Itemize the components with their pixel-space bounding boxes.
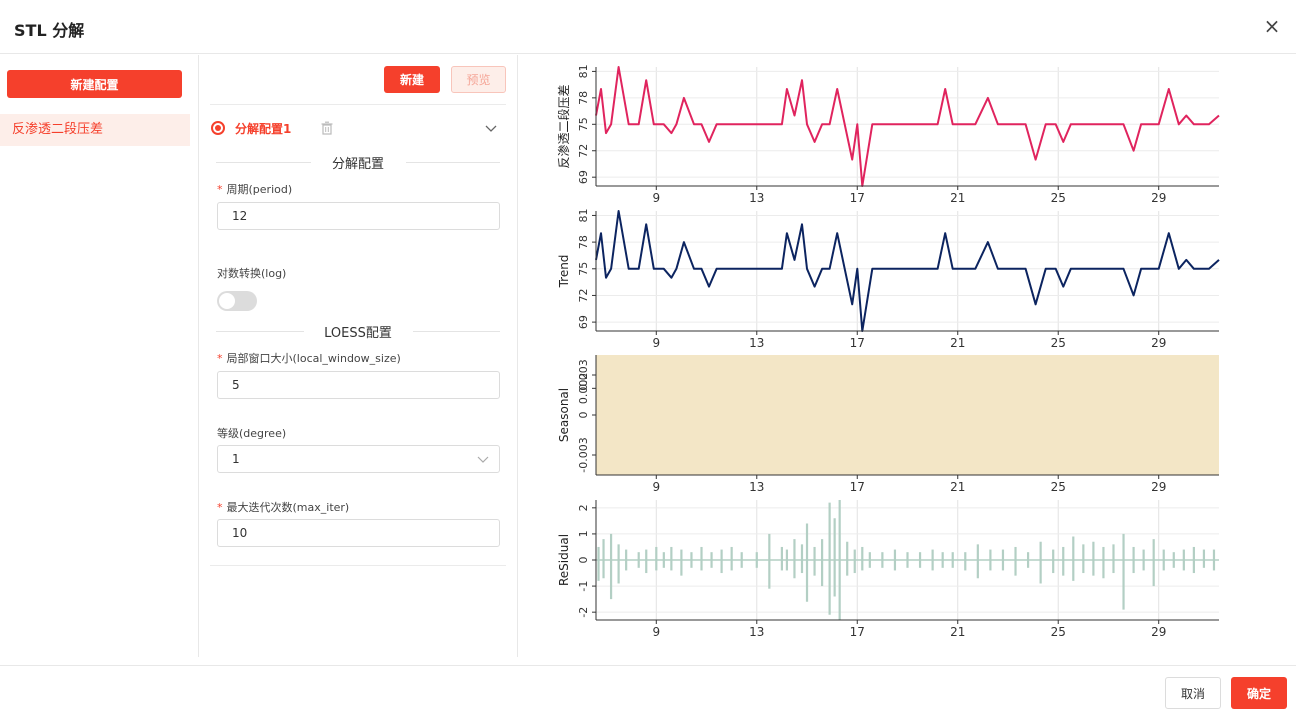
x-tick-label: 25 [1051,191,1066,205]
y-axis-label: Trend [557,255,571,289]
maxiter-label-text: 最大迭代次数(max_iter) [226,501,350,514]
y-tick-label: 72 [577,288,590,302]
new-button[interactable]: 新建 [384,66,440,93]
x-tick-label: 29 [1151,480,1166,494]
x-tick-label: 29 [1151,625,1166,639]
close-icon[interactable]: × [1263,14,1281,38]
x-tick-label: 21 [950,336,965,350]
x-tick-label: 9 [652,336,660,350]
period-input[interactable]: 12 [217,202,500,230]
window-label-text: 局部窗口大小(local_window_size) [226,352,401,365]
period-label-text: 周期(period) [226,183,293,196]
y-tick-label: 81 [577,64,590,78]
chevron-down-icon[interactable] [484,121,498,135]
config-panel: 新建 预览 分解配置1 分解配置 * 周期(period) 12 对数转换(log… [200,55,518,657]
trend-series-line [595,210,1220,332]
section-decomp: 分解配置 [216,153,500,173]
window-size-input[interactable]: 5 [217,371,500,399]
max-iter-input[interactable]: 10 [217,519,500,547]
y-tick-label: 0 [577,412,590,419]
new-config-button[interactable]: 新建配置 [7,70,182,98]
config-item-name[interactable]: 分解配置1 [235,122,292,136]
x-tick-label: 9 [652,191,660,205]
y-tick-label: -1 [577,581,590,592]
degree-select[interactable]: 1 [217,445,500,473]
dialog-header: STL 分解 × [0,0,1296,54]
confirm-button[interactable]: 确定 [1231,677,1287,709]
dialog-footer: 取消 确定 [0,665,1296,717]
y-tick-label: 81 [577,208,590,222]
x-tick-label: 17 [850,480,865,494]
x-tick-label: 25 [1051,625,1066,639]
degree-value: 1 [232,452,240,466]
divider [210,565,506,566]
y-tick-label: 0.003 [577,359,590,391]
x-tick-label: 9 [652,480,660,494]
log-label: 对数转换(log) [217,267,287,280]
chevron-down-icon [477,456,489,463]
section-loess-title: LOESS配置 [324,326,392,341]
x-tick-label: 25 [1051,480,1066,494]
log-toggle[interactable] [217,291,257,311]
period-label: * 周期(period) [217,183,293,196]
x-tick-label: 13 [749,480,764,494]
preview-button[interactable]: 预览 [451,66,506,93]
y-tick-label: 75 [577,262,590,276]
y-tick-label: 1 [577,530,590,537]
window-label: * 局部窗口大小(local_window_size) [217,352,401,365]
y-tick-label: 72 [577,144,590,158]
y-tick-label: 0 [577,557,590,564]
y-tick-label: 69 [577,315,590,329]
x-tick-label: 25 [1051,336,1066,350]
seasonal-area [596,355,1219,475]
config-radio[interactable] [211,121,225,135]
x-tick-label: 21 [950,480,965,494]
x-tick-label: 29 [1151,191,1166,205]
cancel-button[interactable]: 取消 [1165,677,1221,709]
x-tick-label: 13 [749,191,764,205]
x-tick-label: 21 [950,625,965,639]
y-axis-label: 反渗透二段压差 [556,84,571,168]
x-tick-label: 13 [749,625,764,639]
x-tick-label: 17 [850,191,865,205]
y-tick-label: 2 [577,504,590,511]
x-tick-label: 13 [749,336,764,350]
y-axis-label: Seasonal [557,388,571,442]
stl-charts: 9 13 17 21 25 29 69 72 75 78 81 反渗透二段压差 9 13 17 21 25 29 6… [519,55,1296,665]
section-decomp-title: 分解配置 [331,157,384,172]
trash-icon[interactable] [320,121,334,135]
y-tick-label: -2 [577,607,590,618]
y-tick-label: 75 [577,117,590,131]
x-tick-label: 21 [950,191,965,205]
sidebar-item-ro-pressure[interactable]: 反渗透二段压差 [0,114,190,146]
x-tick-label: 17 [850,625,865,639]
observed-series-line [595,66,1220,187]
degree-label: 等级(degree) [217,427,287,440]
x-tick-label: 29 [1151,336,1166,350]
y-tick-label: 0.002 [577,373,590,405]
config-sidebar: 新建配置 反渗透二段压差 [0,55,199,657]
x-tick-label: 9 [652,625,660,639]
y-tick-label: 78 [577,235,590,249]
y-tick-label: -0.003 [577,437,590,472]
y-tick-label: 78 [577,91,590,105]
section-loess: LOESS配置 [216,322,500,342]
maxiter-label: * 最大迭代次数(max_iter) [217,501,350,514]
y-tick-label: 69 [577,170,590,184]
divider [210,104,506,105]
dialog-title: STL 分解 [14,21,85,40]
y-axis-label: ReSidual [557,534,571,586]
x-tick-label: 17 [850,336,865,350]
